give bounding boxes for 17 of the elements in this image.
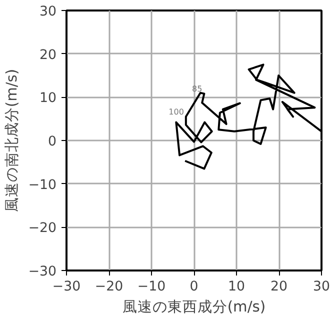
x-tick-label: 20 — [270, 280, 288, 294]
y-tick-label: −20 — [28, 221, 57, 236]
y-tick-label: 10 — [40, 91, 57, 106]
y-tick-label: −10 — [28, 178, 57, 193]
x-tick-label: 30 — [313, 280, 330, 294]
x-tick-label: −10 — [137, 280, 166, 294]
y-tick-label: 0 — [48, 134, 57, 150]
y-tick-label: −30 — [28, 264, 57, 280]
x-tick-label: −30 — [52, 280, 81, 294]
x-tick-label: −20 — [94, 280, 124, 294]
y-axis-title: 風速の南北成分(m/s) — [3, 68, 20, 212]
x-tick-label: 0 — [190, 280, 198, 294]
annotation: 100 — [168, 108, 184, 117]
y-tick-label: 20 — [40, 48, 57, 63]
x-axis-title: 風速の東西成分(m/s) — [122, 298, 266, 316]
y-tick-label: 30 — [40, 4, 57, 20]
x-tick-label: 10 — [228, 280, 245, 294]
